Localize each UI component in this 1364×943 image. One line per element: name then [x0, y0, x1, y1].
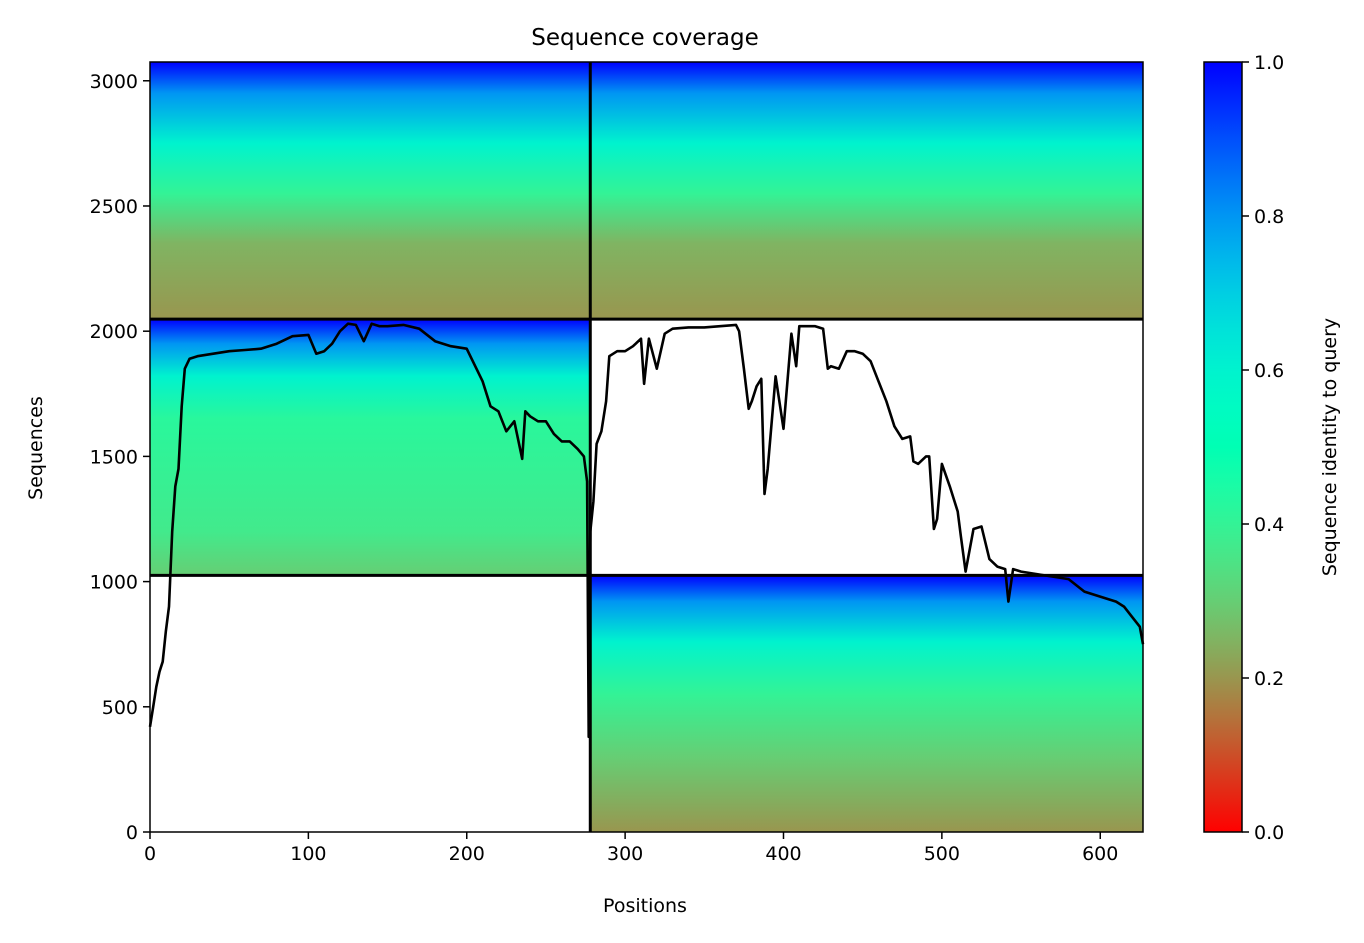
coverage-block [590, 575, 1143, 832]
coverage-block [150, 62, 1143, 320]
colorbar-tick-label: 0.2 [1254, 668, 1284, 690]
y-axis-label: Sequences [25, 396, 47, 500]
x-tick-label: 500 [924, 843, 960, 865]
x-tick-label: 100 [290, 843, 326, 865]
x-tick-label: 600 [1082, 843, 1118, 865]
heatmap-blocks [150, 62, 1143, 832]
x-tick-label: 0 [144, 843, 156, 865]
colorbar-gradient [1203, 61, 1243, 833]
colorbar: 0.0 0.2 0.4 0.6 0.8 1.0 [1203, 52, 1284, 844]
x-tick-label: 400 [765, 843, 801, 865]
coverage-line [148, 322, 1145, 739]
y-tick-label: 2500 [90, 196, 138, 218]
colorbar-tick-label: 0.8 [1254, 206, 1284, 228]
colorbar-tick-label: 0.4 [1254, 514, 1284, 536]
colorbar-tick-label: 0.6 [1254, 360, 1284, 382]
x-axis-label: Positions [603, 895, 687, 917]
y-tick-label: 2000 [90, 321, 138, 343]
y-tick-label: 1500 [90, 446, 138, 468]
y-tick-label: 1000 [90, 572, 138, 594]
colorbar-tick-label: 0.0 [1254, 822, 1284, 844]
y-tick-label: 500 [102, 697, 138, 719]
coverage-line-layer [148, 322, 1145, 739]
colorbar-label: Sequence identity to query [1319, 318, 1341, 576]
x-tick-label: 200 [449, 843, 485, 865]
x-tick-label: 300 [607, 843, 643, 865]
y-tick-label: 0 [126, 822, 138, 844]
x-axis: 0 100 200 300 400 500 600 [144, 832, 1118, 865]
chain-boundaries [150, 62, 1143, 832]
y-axis: 0 500 1000 1500 2000 2500 3000 [90, 71, 150, 844]
plot-frame [149, 61, 1144, 833]
chart-title: Sequence coverage [531, 25, 759, 51]
y-tick-label: 3000 [90, 71, 138, 93]
coverage-block [150, 319, 591, 576]
colorbar-tick-label: 1.0 [1254, 52, 1284, 74]
